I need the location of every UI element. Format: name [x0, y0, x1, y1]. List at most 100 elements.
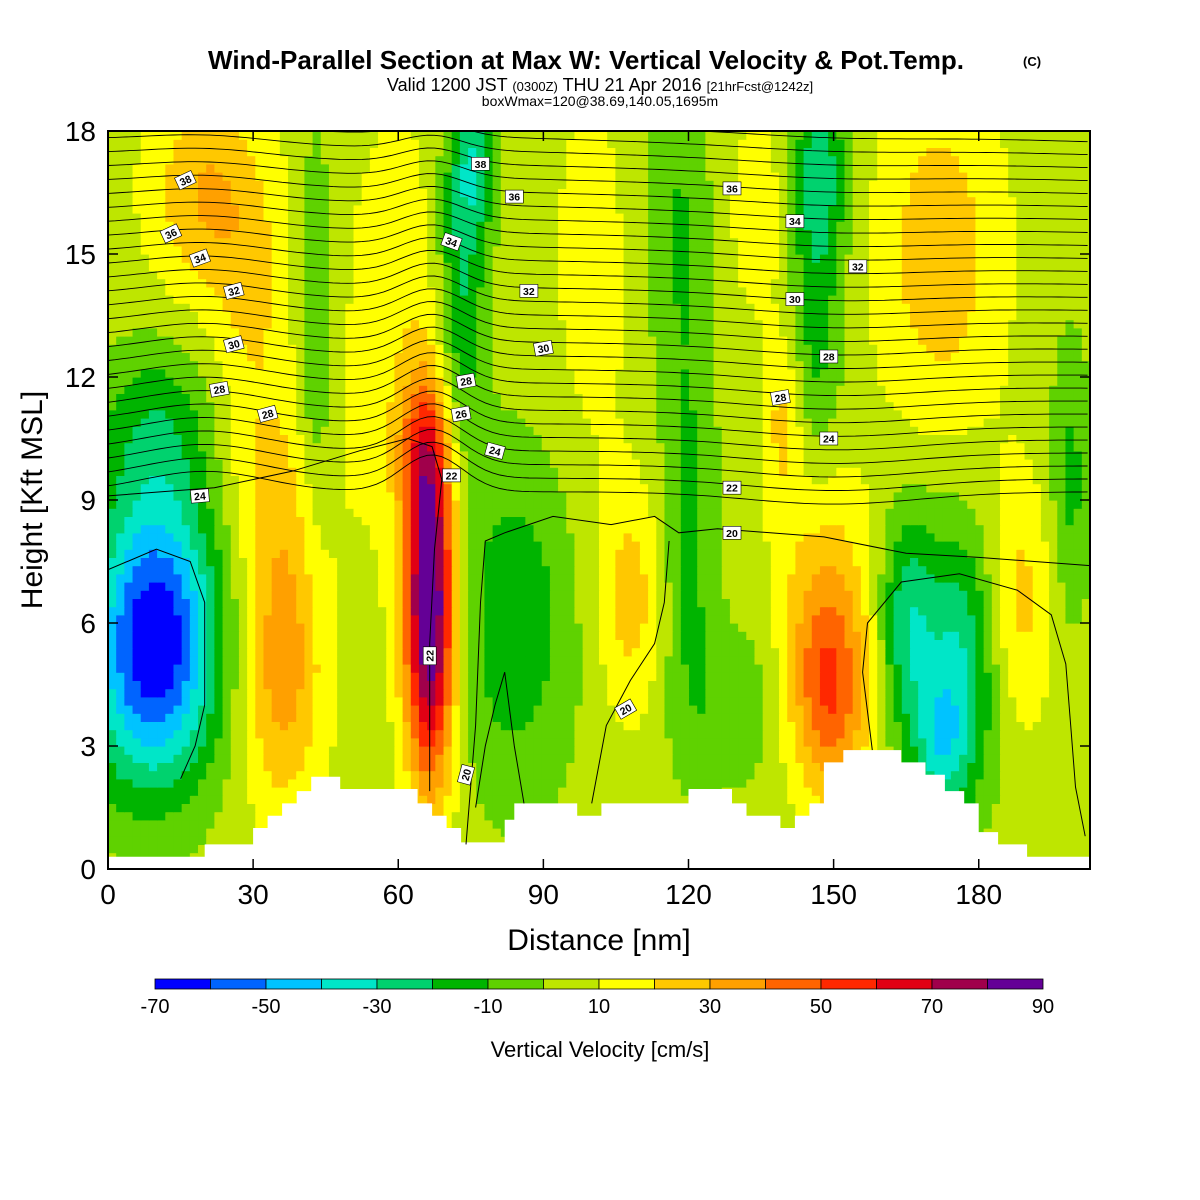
velocity-cell [435, 590, 445, 599]
velocity-cell [410, 565, 420, 575]
velocity-cell [230, 606, 240, 616]
velocity-cell [459, 565, 469, 575]
velocity-cell [991, 713, 1001, 722]
velocity-cell [459, 549, 469, 558]
velocity-cell [631, 721, 641, 731]
velocity-cell [418, 573, 428, 583]
velocity-cell [459, 573, 469, 583]
velocity-cell [779, 729, 788, 739]
velocity-cell [999, 590, 1009, 599]
velocity-cell [1008, 803, 1017, 813]
velocity-cell [836, 729, 846, 739]
velocity-cell [476, 696, 486, 706]
velocity-cell [288, 631, 297, 640]
velocity-cell [402, 557, 412, 567]
velocity-cell [427, 754, 436, 763]
velocity-cell [574, 778, 584, 788]
velocity-cell [803, 795, 813, 804]
velocity-cell [950, 762, 960, 772]
velocity-cell [607, 680, 616, 690]
velocity-cell [148, 614, 158, 624]
velocity-cell [991, 598, 1001, 608]
velocity-cell [1032, 696, 1042, 706]
velocity-cell [991, 696, 1001, 706]
velocity-cell [590, 688, 600, 698]
velocity-cell [132, 705, 142, 714]
velocity-cell [893, 647, 903, 657]
velocity-cell [697, 655, 706, 665]
velocity-cell [386, 590, 396, 599]
velocity-cell [124, 803, 134, 813]
velocity-cell [533, 770, 543, 780]
velocity-cell [369, 778, 379, 788]
velocity-cell [206, 795, 215, 804]
velocity-cell [189, 598, 199, 608]
velocity-cell [877, 729, 887, 739]
velocity-cell [549, 524, 559, 534]
velocity-cell [664, 582, 674, 591]
velocity-cell [975, 729, 985, 739]
velocity-cell [746, 557, 756, 567]
velocity-cell [713, 647, 723, 657]
velocity-cell [779, 598, 788, 608]
velocity-cell [124, 590, 134, 599]
velocity-cell [230, 836, 240, 845]
velocity-cell [697, 598, 706, 608]
velocity-cell [942, 762, 952, 772]
velocity-cell [279, 664, 289, 673]
velocity-cell [1049, 541, 1058, 550]
velocity-cell [975, 664, 985, 673]
velocity-cell [206, 598, 215, 608]
velocity-cell [1008, 819, 1017, 829]
velocity-cell [378, 696, 387, 706]
velocity-cell [459, 582, 469, 591]
velocity-cell [361, 639, 371, 649]
velocity-cell [320, 549, 330, 558]
velocity-cell [836, 582, 846, 591]
velocity-cell [999, 705, 1009, 714]
velocity-cell [885, 598, 895, 608]
velocity-cell [451, 549, 461, 558]
velocity-cell [631, 590, 641, 599]
velocity-cell [541, 606, 551, 616]
velocity-cell [746, 549, 756, 558]
velocity-cell [189, 811, 199, 821]
velocity-cell [247, 770, 256, 780]
velocity-cell [877, 655, 887, 665]
velocity-cell [198, 721, 207, 731]
velocity-cell [435, 746, 445, 755]
velocity-cell [869, 672, 878, 681]
velocity-cell [631, 598, 641, 608]
velocity-cell [1016, 819, 1026, 829]
velocity-cell [729, 795, 739, 804]
velocity-cell [795, 664, 805, 673]
velocity-cell [410, 647, 420, 657]
velocity-cell [754, 557, 764, 567]
velocity-cell [108, 819, 117, 829]
velocity-cell [148, 770, 158, 780]
velocity-cell [402, 623, 412, 632]
velocity-cell [255, 811, 265, 821]
velocity-cell [705, 532, 715, 542]
velocity-cell [255, 737, 265, 747]
velocity-cell [1024, 614, 1034, 624]
velocity-cell [468, 647, 477, 657]
velocity-cell [566, 688, 576, 698]
velocity-cell [721, 664, 731, 673]
velocity-cell [541, 598, 551, 608]
velocity-cell [222, 524, 232, 534]
velocity-cell [648, 606, 657, 616]
velocity-cell [574, 705, 584, 714]
velocity-cell [230, 754, 240, 763]
velocity-cell [762, 614, 772, 624]
velocity-cell [787, 778, 796, 788]
velocity-cell [860, 606, 870, 616]
velocity-cell [680, 557, 690, 567]
velocity-cell [468, 623, 477, 632]
velocity-cell [844, 721, 854, 731]
velocity-cell [230, 721, 240, 731]
velocity-cell [549, 582, 559, 591]
velocity-cell [549, 680, 559, 690]
velocity-cell [1065, 696, 1075, 706]
velocity-cell [443, 598, 453, 608]
